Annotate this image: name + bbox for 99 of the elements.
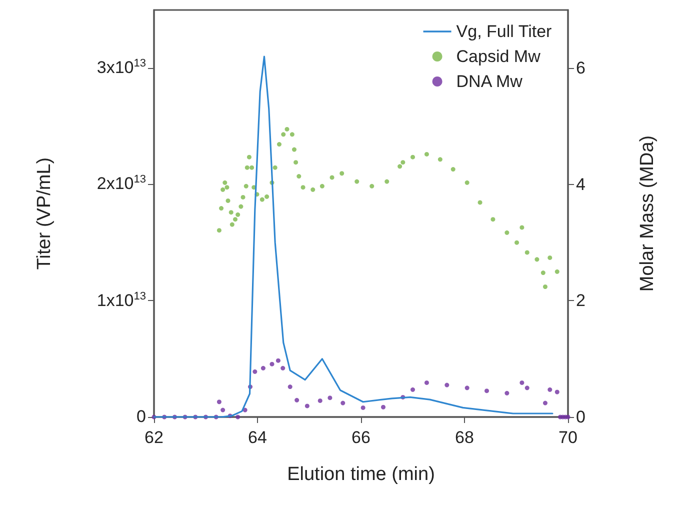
point (246, 154, 252, 160)
point (520, 225, 524, 230)
point (514, 240, 520, 245)
x-axis-title: Elution time (min) (287, 464, 435, 485)
point (354, 179, 360, 184)
point (264, 194, 270, 199)
point (330, 175, 334, 180)
y-axis-title: Titer (VP/mL) (34, 157, 55, 270)
point (548, 255, 552, 260)
point (236, 414, 240, 420)
point (554, 269, 560, 274)
point (540, 270, 546, 276)
point (360, 405, 366, 410)
point (340, 400, 346, 406)
point (424, 380, 429, 385)
point (490, 217, 496, 222)
point (304, 404, 310, 408)
point (216, 400, 222, 404)
point (233, 217, 238, 222)
x-tick-label: 68 (455, 428, 474, 447)
point (370, 184, 374, 188)
point (216, 228, 222, 233)
point (310, 187, 316, 192)
point (252, 369, 258, 374)
point (424, 152, 429, 156)
legend-label: Vg, Full Titer (456, 22, 552, 41)
point (554, 390, 560, 394)
point (524, 250, 530, 255)
point (224, 185, 230, 190)
point (270, 362, 274, 366)
point (240, 194, 246, 200)
y2-tick-label: 6 (576, 58, 586, 78)
x-tick-label: 70 (558, 428, 578, 447)
point (236, 212, 240, 217)
point (484, 388, 490, 394)
point (504, 390, 510, 396)
point (400, 160, 406, 165)
point (438, 157, 442, 162)
y2-axis-title: Molar Mass (MDa) (637, 135, 658, 292)
point (542, 400, 548, 406)
y-tick-label: 3x10$^{13}$ (96, 57, 146, 78)
point (384, 179, 390, 184)
y2-tick-label: 4 (576, 174, 586, 194)
point (478, 200, 482, 205)
point (288, 384, 292, 390)
point (220, 187, 226, 192)
y-tick-label: 2x10$^{13}$ (96, 174, 146, 194)
point (290, 132, 294, 137)
y2-tick-label: 0 (576, 408, 586, 426)
point (524, 386, 530, 390)
point (276, 142, 282, 147)
point (548, 387, 552, 392)
point (244, 165, 250, 170)
point (340, 171, 344, 176)
legend-label: Capsid Mw (456, 47, 542, 66)
point (450, 167, 456, 172)
point (542, 284, 548, 290)
point (410, 154, 415, 160)
point (230, 222, 234, 227)
point (320, 184, 324, 188)
point (296, 174, 302, 179)
y-tick-label: 1x10$^{13}$ (96, 290, 146, 311)
point (219, 206, 224, 211)
point (381, 404, 386, 410)
point (228, 210, 234, 215)
y2-tick-label: 2 (576, 291, 586, 310)
point (260, 197, 264, 202)
point (272, 165, 278, 170)
point (534, 257, 540, 262)
point (444, 382, 450, 388)
point (226, 198, 230, 203)
point (504, 230, 510, 235)
point (276, 358, 280, 363)
point (250, 165, 254, 170)
point (284, 126, 290, 132)
point (294, 398, 300, 402)
point (281, 132, 286, 137)
point (294, 160, 298, 165)
x-tick-label: 62 (144, 428, 164, 447)
point (260, 366, 266, 370)
point (566, 414, 570, 420)
point (292, 147, 296, 152)
y-tick-label: 0 (136, 407, 146, 427)
point (464, 386, 470, 390)
point (464, 180, 470, 185)
point (318, 398, 322, 403)
point (244, 184, 248, 188)
point (238, 204, 244, 209)
point (520, 380, 524, 385)
x-tick-label: 66 (352, 428, 370, 447)
point (410, 387, 415, 392)
x-tick-label: 64 (248, 428, 267, 447)
point (300, 185, 306, 190)
legend-label: DNA Mw (456, 72, 524, 91)
point (280, 366, 286, 370)
point (222, 180, 228, 185)
point (398, 164, 402, 169)
point (328, 396, 332, 400)
point (220, 408, 226, 412)
